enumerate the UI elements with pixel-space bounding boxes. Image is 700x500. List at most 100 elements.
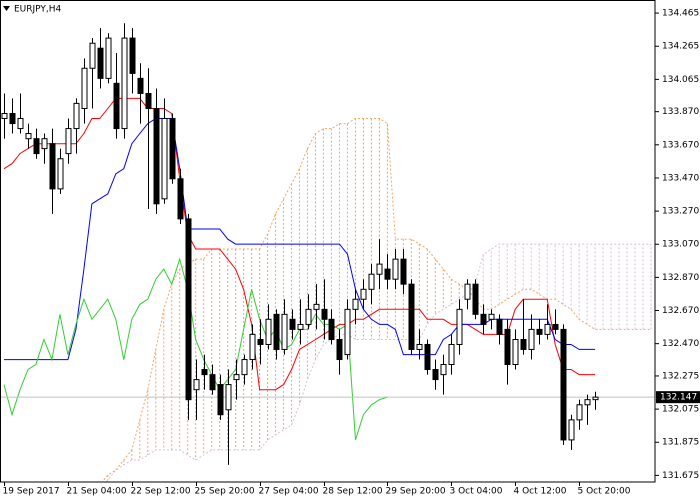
candle-body: [49, 143, 56, 190]
candle-body: [344, 308, 351, 356]
candle-body: [41, 138, 48, 150]
x-tick-label: 29 Sep 20:00: [386, 487, 446, 497]
candle-body: [265, 318, 272, 345]
candle-body: [105, 37, 112, 79]
candle-body: [416, 343, 423, 350]
current-price-tag: [656, 391, 700, 404]
cloud-border: [101, 118, 651, 482]
candle-body: [9, 112, 16, 125]
candle-body: [520, 339, 527, 350]
y-tick-label: 133.070: [662, 240, 699, 250]
candle-body: [464, 283, 471, 300]
candle-body: [17, 117, 24, 130]
candle-body: [233, 374, 240, 381]
candle-body: [432, 368, 439, 381]
candle-body: [448, 343, 455, 366]
candle-body: [281, 313, 288, 350]
candle-body: [249, 333, 256, 361]
candle-body: [376, 263, 383, 275]
candle-body: [89, 42, 96, 69]
candle-body: [456, 308, 463, 345]
candle-body: [352, 298, 359, 310]
candle-body: [512, 339, 519, 366]
chart-title: EURJPY,H4: [14, 5, 62, 15]
x-tick-label: 21 Sep 04:00: [67, 487, 127, 497]
candle-body: [392, 258, 399, 280]
candle-body: [57, 158, 64, 190]
candle-body: [33, 138, 40, 155]
y-tick-label: 133.270: [662, 207, 699, 217]
candle-body: [241, 359, 248, 376]
candle-body: [472, 283, 479, 315]
y-tick-label: 134.465: [662, 9, 699, 19]
y-tick-label: 133.470: [662, 173, 699, 183]
candle-body: [528, 328, 535, 350]
candle-body: [321, 308, 328, 320]
candle-body: [297, 323, 304, 330]
candle-body: [544, 323, 551, 335]
candle-body: [592, 396, 599, 401]
x-tick-label: 25 Sep 20:00: [195, 487, 255, 497]
candle-body: [193, 379, 200, 391]
x-tick-label: 4 Oct 12:00: [514, 487, 567, 497]
candle-body: [1, 112, 8, 119]
candle-body: [137, 77, 144, 94]
candle-body: [289, 318, 296, 330]
x-tick-label: 28 Sep 12:00: [323, 487, 383, 497]
y-tick-label: 131.875: [662, 438, 699, 448]
candle-body: [25, 133, 32, 140]
x-tick-label: 19 Sep 2017: [3, 487, 60, 497]
candle-body: [560, 328, 567, 441]
candle-body: [73, 102, 80, 130]
current-price-label: 132.147: [660, 393, 697, 403]
candle-body: [129, 37, 136, 74]
y-tick-label: 134.265: [662, 42, 699, 52]
candle-body: [65, 128, 72, 155]
plot-area: [0, 23, 655, 482]
x-tick-label: 5 Oct 20:00: [578, 487, 631, 497]
candle-body: [536, 328, 543, 335]
candle-body: [488, 313, 495, 320]
candle-body: [313, 303, 320, 310]
candle-body: [408, 283, 415, 350]
candle-body: [81, 67, 88, 110]
candle-body: [177, 178, 184, 220]
candle-body: [480, 313, 487, 325]
y-tick-label: 132.275: [662, 371, 699, 381]
y-tick-label: 132.670: [662, 306, 699, 316]
candle-body: [568, 419, 575, 441]
candle-body: [225, 384, 232, 411]
candle-body: [584, 399, 591, 406]
y-tick-label: 132.075: [662, 405, 699, 415]
candle-body: [113, 82, 120, 130]
candle-body: [305, 308, 312, 325]
candle-body: [185, 218, 192, 401]
candle-body: [552, 323, 559, 330]
plot-frame: [0, 0, 656, 483]
candle-body: [496, 318, 503, 335]
y-tick-label: 132.870: [662, 273, 699, 283]
candle-body: [169, 117, 176, 180]
candle-body: [153, 108, 160, 205]
candle-body: [400, 258, 407, 285]
candle-body: [201, 368, 208, 376]
x-tick-label: 27 Sep 04:00: [259, 487, 319, 497]
candle-body: [368, 273, 375, 290]
candle-body: [97, 47, 104, 79]
candle-body: [328, 318, 335, 341]
candle-body: [360, 288, 367, 300]
indicator-line: [3, 257, 388, 441]
menu-arrow: [3, 6, 10, 11]
candle-body: [336, 339, 343, 361]
x-tick-label: 3 Oct 04:00: [450, 487, 503, 497]
y-tick-label: 134.065: [662, 75, 699, 85]
candle-body: [217, 384, 224, 416]
candle-body: [384, 268, 391, 280]
candle-body: [257, 339, 264, 345]
y-tick-label: 133.670: [662, 140, 699, 150]
x-tick-label: 22 Sep 12:00: [131, 487, 191, 497]
candle-body: [504, 328, 511, 366]
